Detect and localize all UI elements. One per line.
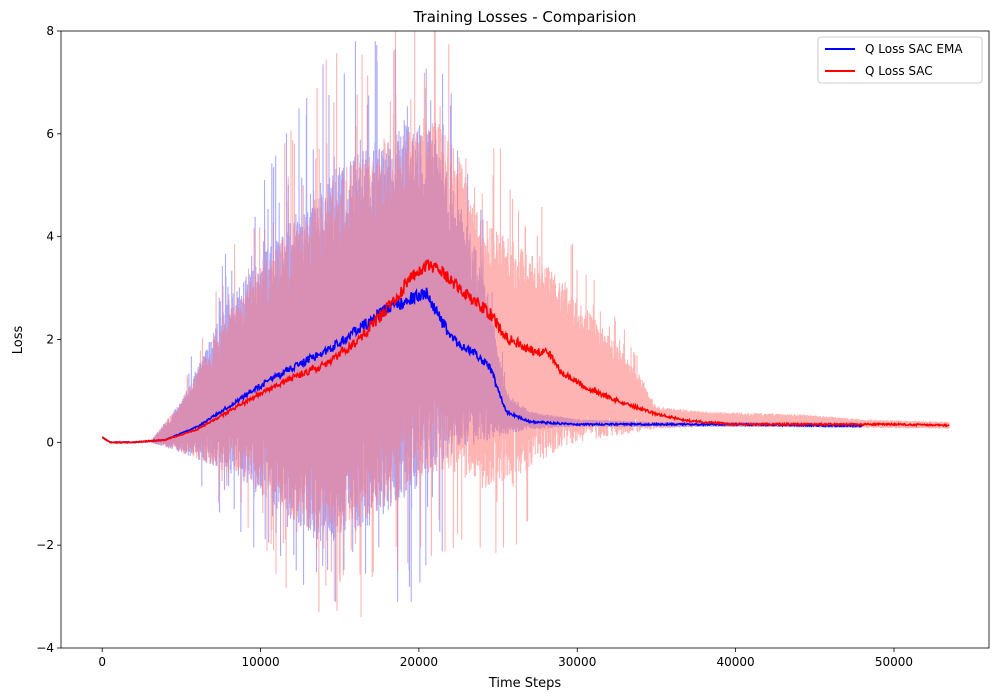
x-tick-label: 0 — [98, 655, 106, 669]
y-tick-label: 2 — [46, 333, 54, 347]
y-tick-label: 4 — [46, 230, 54, 244]
x-axis-title: Time Steps — [488, 676, 562, 691]
y-tick-label: −2 — [36, 538, 54, 552]
y-axis: −4 −2 0 2 4 6 8 — [36, 24, 61, 655]
legend-label-sac: Q Loss SAC — [865, 64, 933, 78]
y-tick-label: −4 — [36, 641, 54, 655]
x-tick-label: 50000 — [875, 655, 913, 669]
x-tick-label: 10000 — [241, 655, 279, 669]
y-axis-title: Loss — [11, 326, 26, 355]
series-line-1 — [101, 258, 950, 444]
x-tick-label: 40000 — [717, 655, 755, 669]
y-tick-label: 8 — [46, 24, 54, 38]
x-axis: 0 10000 20000 30000 40000 50000 — [98, 648, 913, 669]
x-tick-label: 30000 — [558, 655, 596, 669]
y-tick-label: 0 — [46, 435, 54, 449]
legend-box — [817, 36, 983, 84]
x-tick-label: 20000 — [400, 655, 438, 669]
legend-label-ema: Q Loss SAC EMA — [865, 42, 963, 56]
y-tick-label: 6 — [46, 127, 54, 141]
plot-area — [101, 31, 950, 618]
chart-title: Training Losses - Comparision — [413, 8, 637, 26]
legend: Q Loss SAC EMA Q Loss SAC — [817, 36, 983, 84]
